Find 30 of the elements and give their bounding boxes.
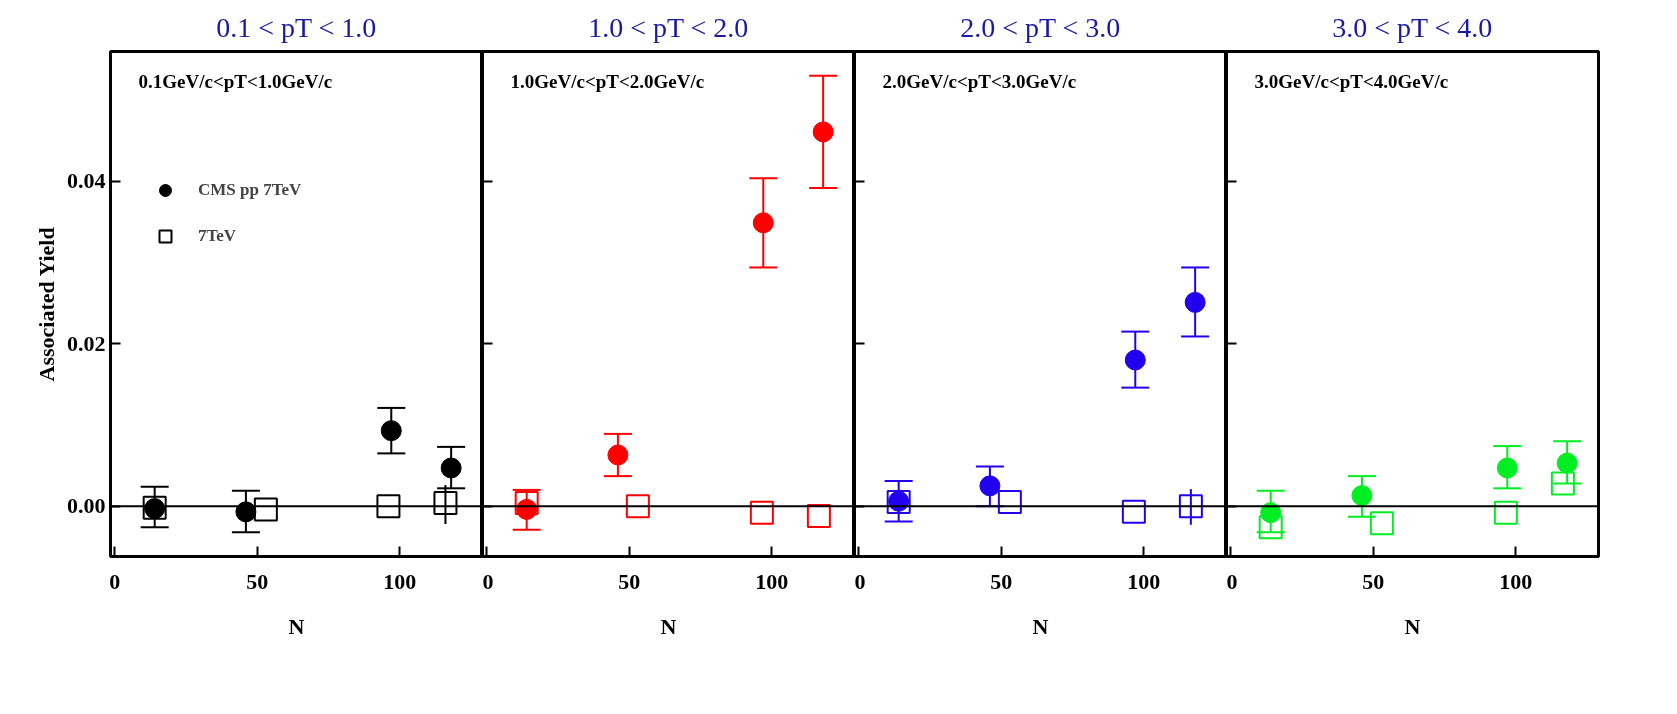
y-axis-title: Associated Yield xyxy=(34,227,59,382)
annotation: 1.0GeV/c<pT<2.0GeV/c xyxy=(510,70,705,92)
x-axis-title: N xyxy=(660,613,677,639)
chart-title: 1.0 < pT < 2.0 xyxy=(588,11,749,43)
x-tick-label: 0 xyxy=(854,568,866,594)
chart-title: 2.0 < pT < 3.0 xyxy=(960,11,1121,43)
annotation: 3.0GeV/c<pT<4.0GeV/c xyxy=(1254,70,1449,92)
x-tick-label: 50 xyxy=(990,568,1013,594)
x-tick-label: 100 xyxy=(1127,568,1161,594)
annotation: 0.1GeV/c<pT<1.0GeV/c xyxy=(138,70,333,92)
x-tick-label: 50 xyxy=(246,568,269,594)
x-tick-label: 50 xyxy=(1362,568,1385,594)
x-tick-label: 50 xyxy=(618,568,641,594)
x-tick-label: 0 xyxy=(482,568,494,594)
x-axis-title: N xyxy=(288,613,305,639)
y-tick-label: 0.04 xyxy=(67,168,106,194)
y-tick-label: 0.00 xyxy=(67,493,106,519)
x-tick-label: 100 xyxy=(383,568,417,594)
x-tick-label: 100 xyxy=(1499,568,1533,594)
legend-label: 7TeV xyxy=(198,226,237,246)
chart-title: 0.1 < pT < 1.0 xyxy=(216,11,377,43)
x-axis-title: N xyxy=(1032,613,1049,639)
x-tick-label: 0 xyxy=(1226,568,1238,594)
x-tick-label: 0 xyxy=(109,568,121,594)
x-tick-label: 100 xyxy=(755,568,789,594)
annotation: 2.0GeV/c<pT<3.0GeV/c xyxy=(882,70,1077,92)
x-axis-title: N xyxy=(1404,613,1421,639)
legend-label: CMS pp 7TeV xyxy=(198,180,302,200)
chart-title: 3.0 < pT < 4.0 xyxy=(1332,11,1493,43)
y-tick-label: 0.02 xyxy=(67,330,106,356)
